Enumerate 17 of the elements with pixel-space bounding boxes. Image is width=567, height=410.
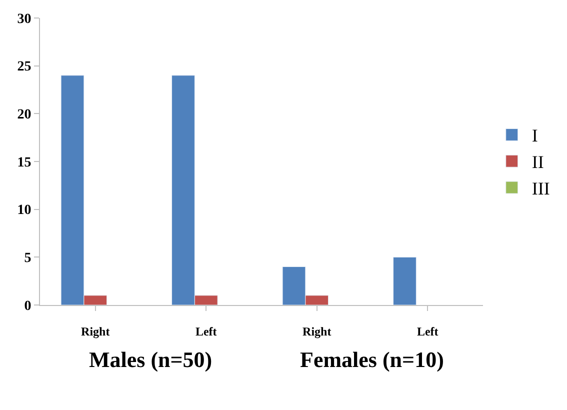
legend-label: III bbox=[532, 178, 550, 199]
y-tick-label: 20 bbox=[17, 108, 32, 123]
x-tick-label: Right bbox=[302, 324, 332, 338]
text: Males (n=50) bbox=[89, 347, 212, 372]
text: Females (n=10) bbox=[300, 347, 444, 372]
y-tick-label: 0 bbox=[24, 298, 32, 314]
y-tick-label: 5 bbox=[24, 251, 32, 266]
x-tick-label: Left bbox=[195, 324, 217, 338]
y-tick-label: 10 bbox=[17, 203, 32, 218]
y-tick-label: 25 bbox=[17, 60, 32, 75]
legend-label: I bbox=[532, 126, 538, 146]
y-tick-label: 30 bbox=[17, 12, 32, 27]
x-tick-label: Left bbox=[416, 324, 438, 338]
x-tick-label: Right bbox=[81, 324, 110, 338]
bar bbox=[393, 256, 416, 305]
y-tick-label: 15 bbox=[17, 155, 32, 170]
legend-label: II bbox=[532, 152, 544, 172]
